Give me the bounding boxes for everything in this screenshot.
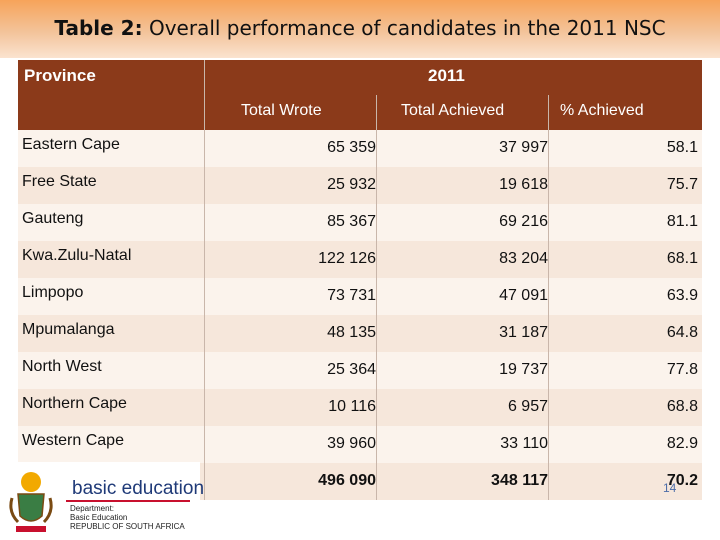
pct-achieved-cell: 77.8: [666, 361, 698, 378]
total-wrote-cell: 10 116: [328, 398, 376, 415]
total-achieved-cell: 19 737: [499, 361, 548, 378]
total-wrote-cell: 25 932: [327, 176, 376, 193]
table-row: Gauteng 85 367 69 216 81.1: [18, 204, 702, 241]
table-header-row-2: [18, 95, 702, 130]
title-label: Table 2:: [54, 16, 143, 40]
title-text: Overall performance of candidates in the…: [142, 16, 666, 40]
column-divider: [204, 60, 205, 500]
total-wrote-cell: 48 135: [327, 324, 376, 341]
total-achieved-cell: 69 216: [499, 213, 548, 230]
province-cell: Free State: [22, 173, 97, 190]
logo-name: basic education: [72, 478, 205, 499]
dept-line-2: Basic Education: [70, 513, 128, 522]
table-row: Western Cape 39 960 33 110 82.9: [18, 426, 702, 463]
pct-achieved-cell: 82.9: [666, 435, 698, 452]
page-number: 14: [663, 481, 677, 495]
total-achieved-cell: 47 091: [499, 287, 548, 304]
table-body: Eastern Cape 65 359 37 997 58.1 Free State 25…: [18, 130, 702, 500]
province-cell: Gauteng: [22, 210, 84, 227]
pct-achieved-cell: 75.7: [666, 176, 698, 193]
province-cell: Kwa.Zulu-Natal: [22, 247, 132, 264]
table-row: Northern Cape 10 116 6 957 68.8: [18, 389, 702, 426]
province-cell: North West: [22, 358, 102, 375]
dept-line-3: REPUBLIC OF SOUTH AFRICA: [70, 522, 185, 531]
total-achieved-cell: 31 187: [499, 324, 548, 341]
total-wrote-cell: 73 731: [327, 287, 376, 304]
province-cell: Mpumalanga: [22, 321, 115, 338]
total-wrote-cell: 39 960: [327, 435, 376, 452]
header-total-wrote: Total Wrote: [241, 102, 322, 119]
total-wrote-cell: 85 367: [327, 213, 376, 230]
total-achieved-cell: 83 204: [499, 250, 548, 267]
total-achieved-cell: 33 110: [500, 435, 548, 452]
column-divider: [548, 95, 549, 500]
table-row: Eastern Cape 65 359 37 997 58.1: [18, 130, 702, 167]
total-wrote-cell: 25 364: [327, 361, 376, 378]
total-wrote-cell: 122 126: [318, 250, 376, 267]
province-cell: Western Cape: [22, 432, 124, 449]
total-achieved-cell: 348 117: [491, 472, 548, 489]
performance-table: Province 2011 Total Wrote Total Achieved…: [18, 60, 702, 500]
pct-achieved-cell: 64.8: [666, 324, 698, 341]
coat-of-arms-icon: [9, 472, 53, 532]
total-wrote-cell: 65 359: [327, 139, 376, 156]
header-year: 2011: [428, 66, 465, 85]
pct-achieved-cell: 68.8: [666, 398, 698, 415]
table-row: Mpumalanga 48 135 31 187 64.8: [18, 315, 702, 352]
province-cell: Limpopo: [22, 284, 84, 301]
title-bar: [0, 0, 720, 58]
table-row: Free State 25 932 19 618 75.7: [18, 167, 702, 204]
basic-education-logo: basic education Department: Basic Educat…: [0, 462, 204, 540]
logo-divider: [66, 500, 190, 502]
department-text: Department: Basic Education REPUBLIC OF …: [70, 504, 185, 531]
header-province: Province: [24, 66, 96, 85]
total-achieved-cell: 37 997: [499, 139, 548, 156]
table-row: Limpopo 73 731 47 091 63.9: [18, 278, 702, 315]
total-wrote-cell: 496 090: [318, 472, 376, 489]
pct-achieved-cell: 58.1: [666, 139, 698, 156]
pct-achieved-cell: 63.9: [666, 287, 698, 304]
slide-title: Table 2: Overall performance of candidat…: [0, 16, 720, 40]
table-row: North West 25 364 19 737 77.8: [18, 352, 702, 389]
total-achieved-cell: 19 618: [499, 176, 548, 193]
pct-achieved-cell: 70.2: [666, 472, 698, 489]
province-cell: Eastern Cape: [22, 136, 120, 153]
table-header-row-1: [18, 60, 702, 95]
column-divider: [376, 95, 377, 500]
province-cell: Northern Cape: [22, 395, 127, 412]
pct-achieved-cell: 68.1: [666, 250, 698, 267]
pct-achieved-cell: 81.1: [666, 213, 698, 230]
header-total-achieved: Total Achieved: [401, 102, 505, 119]
total-achieved-cell: 6 957: [507, 398, 548, 415]
table-row: Kwa.Zulu-Natal 122 126 83 204 68.1: [18, 241, 702, 278]
dept-line-1: Department:: [70, 504, 115, 513]
header-pct-achieved: % Achieved: [560, 102, 644, 119]
